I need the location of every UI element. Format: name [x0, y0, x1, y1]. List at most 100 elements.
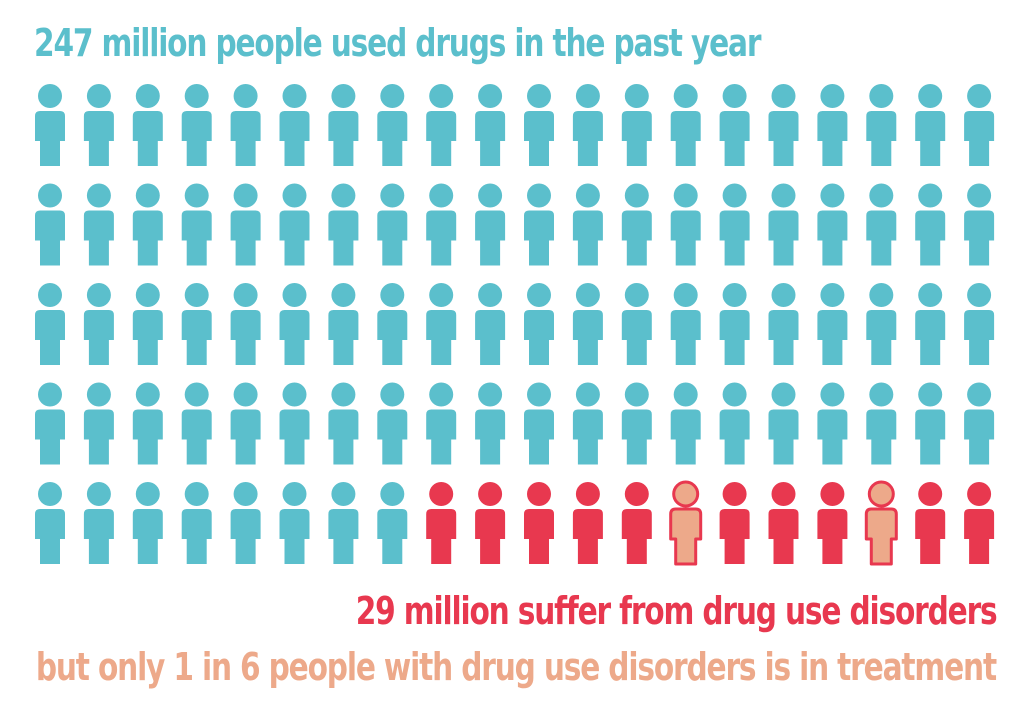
person-head	[527, 283, 551, 307]
person-icon-disorder	[524, 482, 554, 564]
person-body	[475, 310, 506, 365]
person-head	[771, 382, 796, 407]
person-icon-used-drugs	[621, 382, 652, 465]
person-head	[233, 482, 258, 506]
person-body	[866, 111, 897, 166]
person-icon-used-drugs	[866, 183, 897, 266]
person-head	[331, 482, 356, 506]
person-body	[768, 310, 799, 365]
person-icon-used-drugs	[230, 283, 261, 365]
person-body	[621, 509, 652, 564]
person-icon-used-drugs	[524, 283, 554, 365]
person-body	[132, 409, 163, 465]
person-icon-used-drugs	[328, 482, 359, 564]
person-head	[282, 482, 307, 506]
person-icon-used-drugs	[572, 183, 603, 266]
person-head	[722, 482, 747, 506]
person-body	[964, 509, 995, 564]
person-body	[572, 310, 603, 365]
person-head	[771, 183, 796, 208]
person-icon-used-drugs	[915, 183, 946, 266]
person-body	[230, 409, 261, 465]
person-head	[86, 84, 111, 108]
person-icon-used-drugs	[279, 283, 310, 365]
person-head	[820, 84, 845, 108]
person-body	[426, 310, 457, 365]
chart-title: 247 million people used drugs in the pas…	[34, 21, 761, 65]
person-body	[279, 509, 310, 564]
person-body	[768, 111, 799, 166]
person-body	[132, 310, 163, 365]
person-body	[768, 210, 799, 266]
person-body	[35, 509, 65, 564]
person-body	[328, 310, 359, 365]
person-head	[624, 482, 649, 506]
person-head	[869, 283, 894, 307]
person-icon-used-drugs	[377, 183, 408, 266]
person-body	[719, 409, 750, 465]
person-body	[915, 509, 946, 564]
person-head	[967, 482, 992, 506]
person-head	[820, 482, 845, 506]
person-head	[918, 382, 943, 407]
person-head	[967, 84, 992, 108]
person-icon-treatment	[669, 480, 703, 566]
person-head	[135, 283, 160, 307]
person-head	[478, 382, 503, 407]
person-head	[527, 183, 551, 208]
person-head	[233, 382, 258, 407]
person-icon-used-drugs	[768, 382, 799, 465]
person-icon-used-drugs	[230, 382, 261, 465]
person-head	[331, 283, 356, 307]
person-body	[181, 111, 212, 166]
person-body	[35, 409, 65, 465]
person-icon-used-drugs	[866, 84, 897, 166]
person-body	[670, 310, 701, 365]
person-icon-used-drugs	[670, 283, 701, 365]
person-icon-used-drugs	[132, 382, 163, 465]
person-icon-used-drugs	[426, 283, 457, 365]
person-head	[380, 183, 405, 208]
person-head	[673, 84, 698, 108]
person-icon-used-drugs	[572, 84, 603, 166]
person-icon-disorder	[817, 482, 848, 564]
person-head	[38, 482, 62, 506]
person-body	[83, 509, 114, 564]
person-head	[135, 482, 160, 506]
person-body	[572, 409, 603, 465]
person-body	[83, 310, 114, 365]
person-body	[230, 310, 261, 365]
person-head	[575, 382, 600, 407]
person-icon-used-drugs	[279, 482, 310, 564]
person-body	[83, 409, 114, 465]
person-body	[426, 409, 457, 465]
person-icon-disorder	[426, 482, 457, 564]
person-icon-used-drugs	[719, 382, 750, 465]
person-icon-used-drugs	[426, 183, 457, 266]
person-body	[964, 210, 995, 266]
person-head	[771, 84, 796, 108]
person-head	[673, 283, 698, 307]
person-icon-used-drugs	[132, 84, 163, 166]
person-head	[478, 283, 503, 307]
person-icon-used-drugs	[621, 283, 652, 365]
person-body	[377, 111, 408, 166]
person-icon-used-drugs	[915, 283, 946, 365]
person-icon-used-drugs	[964, 183, 995, 266]
person-head	[429, 482, 454, 506]
person-head	[429, 84, 454, 108]
person-icon-used-drugs	[377, 283, 408, 365]
person-body	[524, 210, 554, 266]
person-body	[572, 111, 603, 166]
person-body	[475, 409, 506, 465]
person-icon-used-drugs	[328, 183, 359, 266]
person-icon-used-drugs	[35, 183, 65, 266]
disorders-annotation: 29 million suffer from drug use disorder…	[355, 589, 997, 633]
person-head	[233, 283, 258, 307]
person-icon-used-drugs	[83, 283, 114, 365]
person-head	[184, 283, 209, 307]
person-head	[771, 283, 796, 307]
person-head	[918, 283, 943, 307]
person-head	[86, 382, 111, 407]
person-body	[426, 509, 457, 564]
